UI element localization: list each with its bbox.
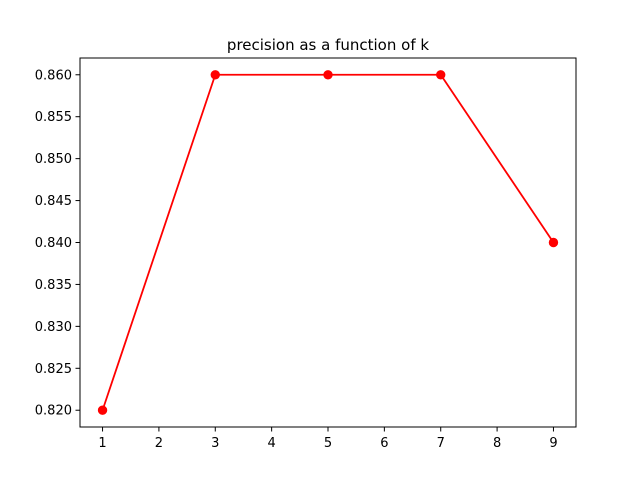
data-point bbox=[210, 70, 220, 80]
x-tick-label: 5 bbox=[324, 436, 332, 451]
x-tick-label: 7 bbox=[437, 436, 445, 451]
data-point bbox=[548, 237, 559, 248]
x-tick-label: 9 bbox=[549, 436, 557, 451]
series-layer bbox=[97, 70, 559, 415]
y-tick-label: 0.845 bbox=[35, 194, 72, 209]
x-tick-label: 1 bbox=[98, 436, 106, 451]
chart-title: precision as a function of k bbox=[227, 36, 429, 54]
series-line bbox=[101, 73, 555, 411]
y-tick-label: 0.835 bbox=[35, 278, 72, 293]
x-tick-label: 6 bbox=[380, 436, 388, 451]
y-tick-label: 0.850 bbox=[35, 152, 72, 167]
plot-frame bbox=[79, 57, 577, 428]
y-axis: 0.820 0.825 0.830 0.835 0.840 0.845 0.850 0.855… bbox=[35, 68, 80, 419]
x-tick-label: 8 bbox=[493, 436, 501, 451]
y-tick-label: 0.860 bbox=[35, 68, 72, 83]
y-tick-label: 0.830 bbox=[35, 320, 72, 335]
data-point bbox=[97, 405, 108, 415]
data-point bbox=[436, 70, 446, 80]
x-tick-label: 3 bbox=[211, 436, 219, 451]
y-tick-label: 0.840 bbox=[35, 236, 72, 251]
data-point bbox=[323, 70, 333, 80]
y-tick-label: 0.820 bbox=[35, 404, 72, 419]
x-tick-label: 4 bbox=[267, 436, 275, 451]
y-tick-label: 0.855 bbox=[35, 110, 72, 125]
x-axis: 1 2 3 4 5 6 7 8 9 bbox=[98, 427, 558, 451]
y-tick-label: 0.825 bbox=[35, 362, 72, 377]
x-tick-label: 2 bbox=[155, 436, 163, 451]
